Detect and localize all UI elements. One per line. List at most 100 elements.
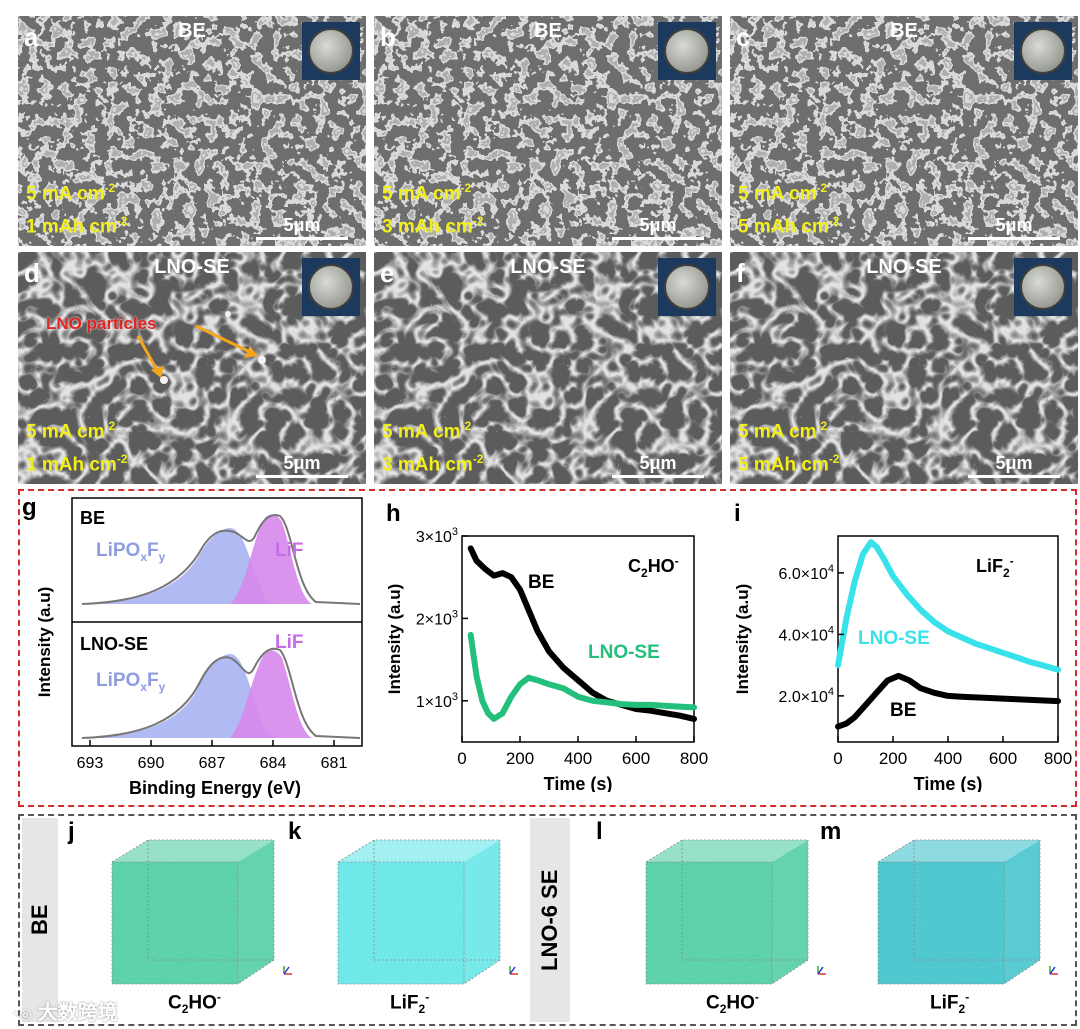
watermark-logo-icon: ◔◎ [10, 1006, 33, 1023]
x-tick-label: 800 [680, 749, 708, 768]
lno-particle [225, 311, 231, 317]
tof-sims-cube-k [337, 839, 501, 985]
axis-triad-icon [283, 966, 292, 975]
scale-bar: 5μm [968, 453, 1060, 478]
cube-side-face [238, 840, 274, 984]
cube-ion-label: C2HO- [168, 990, 221, 1017]
sem-texture [374, 16, 722, 246]
current-density: 5 mA cm-2 [738, 181, 828, 205]
sem-conditions: 5 mA cm-2 3 mAh cm-2 [382, 413, 483, 478]
series-line-lno-se [467, 631, 697, 722]
current-density: 5 mA cm-2 [26, 181, 116, 205]
y-axis-label-wrap: Intensity (a.u) [385, 584, 404, 695]
panel-label-j: j [68, 818, 75, 845]
sem-panel-title: BE [178, 20, 206, 42]
current-density: 5 mA cm-2 [382, 419, 472, 443]
y-tick-label: 2.0×104 [778, 686, 834, 706]
coin-cell-disc [1020, 264, 1066, 310]
cube-hidden-edges [373, 840, 500, 961]
sem-panel-a: a BE 5 mA cm-2 1 mAh cm-2 5μm [18, 16, 366, 246]
sem-panel-title: BE [534, 20, 562, 42]
x-tick-label: 600 [622, 749, 650, 768]
scale-bar-line [612, 475, 704, 478]
y-tick-label: 6.0×104 [778, 563, 834, 583]
sem-panel-label: d [24, 258, 40, 288]
cube-texture [646, 862, 772, 984]
axis-triad-icon [1049, 966, 1058, 975]
cube-ion-label: LiF2- [930, 990, 970, 1017]
xps-x-ticks: 693 690 687 684 681 [77, 740, 348, 772]
y-axis-label-wrap: Intensity (a.u) [733, 584, 752, 695]
scale-bar-label: 5μm [995, 215, 1033, 235]
panel-label-l: l [596, 818, 603, 845]
x-tick-label: 200 [879, 749, 907, 768]
xps-top-lif-peak [230, 514, 312, 604]
xps-top-lipo-peak [82, 528, 276, 604]
x-tick-label: 800 [1044, 749, 1072, 768]
scale-bar-line [256, 475, 348, 478]
xps-ylabel: Intensity (a.u) [35, 587, 54, 698]
cube-hidden-edges [147, 840, 274, 961]
cube-side-face [1004, 840, 1040, 984]
areal-capacity: 5 mAh cm-2 [738, 213, 840, 237]
coin-cell-disc [308, 264, 354, 310]
scale-bar: 5μm [612, 453, 704, 478]
series-label: BE [890, 700, 916, 721]
x-tick-label: 400 [934, 749, 962, 768]
xps-bottom-lipo-peak [82, 654, 276, 738]
cube-texture [338, 862, 464, 984]
xps-tick-label: 681 [321, 755, 348, 772]
areal-capacity: 3 mAh cm-2 [382, 213, 484, 237]
cube-hidden-edges [681, 840, 808, 961]
cube-top-face [112, 840, 274, 862]
series-line-be [467, 545, 697, 722]
cube-top-face [338, 840, 500, 862]
y-axis-label: Intensity (a.u) [733, 584, 752, 695]
panel-label-k: k [288, 818, 302, 845]
sem-conditions: 5 mA cm-2 1 mAh cm-2 [26, 175, 127, 240]
arrow-2 [195, 324, 251, 354]
x-axis-label: Time (s) [544, 774, 613, 792]
arrow-1 [136, 335, 160, 373]
xps-top-title: BE [80, 508, 105, 528]
scale-bar-label: 5μm [283, 215, 321, 235]
xps-tick-label: 687 [199, 755, 226, 772]
axis-z [509, 966, 516, 975]
current-density: 5 mA cm-2 [738, 419, 828, 443]
tof-sims-cube-l [645, 839, 809, 985]
scale-bar: 5μm [968, 215, 1060, 240]
row-label-be: BE [27, 904, 52, 936]
sem-conditions: 5 mA cm-2 3 mAh cm-2 [382, 175, 483, 240]
coin-cell-photo [658, 258, 716, 316]
coin-cell-disc [664, 28, 710, 74]
xps-bottom-lif-peak [230, 650, 312, 738]
scale-bar-label: 5μm [639, 453, 677, 473]
scale-bar-label: 5μm [995, 453, 1033, 473]
sem-panel-e: e LNO-SE 5 mA cm-2 3 mAh cm-2 5μm [374, 252, 722, 484]
x-tick-label: 600 [989, 749, 1017, 768]
x-tick-label: 400 [564, 749, 592, 768]
coin-cell-photo [658, 22, 716, 80]
series-label: BE [528, 572, 554, 593]
xps-top-lif-label: LiF [275, 540, 304, 561]
scale-bar-line [968, 475, 1060, 478]
sem-conditions: 5 mA cm-2 1 mAh cm-2 [26, 413, 127, 478]
coin-cell-photo [302, 258, 360, 316]
row-label-lno-box [530, 818, 570, 1022]
sem-panel-label: a [24, 22, 39, 52]
areal-capacity: 5 mAh cm-2 [738, 451, 840, 475]
tof-sims-cube-j [111, 839, 275, 985]
xps-tick-label: 693 [77, 755, 104, 772]
xps-bottom-title: LNO-SE [80, 634, 148, 654]
coin-cell-disc [308, 28, 354, 74]
sem-conditions: 5 mA cm-2 5 mAh cm-2 [738, 175, 839, 240]
sem-panel-label: f [736, 258, 745, 288]
sem-panel-label: e [380, 258, 395, 288]
sem-panel-c: c BE 5 mA cm-2 5 mAh cm-2 5μm [730, 16, 1078, 246]
panel-label-m: m [820, 818, 842, 845]
cube-top-face [646, 840, 808, 862]
arrow-1-head [151, 366, 164, 378]
cube-texture [112, 862, 238, 984]
scale-bar-line [256, 237, 348, 240]
sem-panel-d: d LNO-SE 5 mA cm-2 1 mAh cm-2 5μm LNO particl… [18, 252, 366, 484]
